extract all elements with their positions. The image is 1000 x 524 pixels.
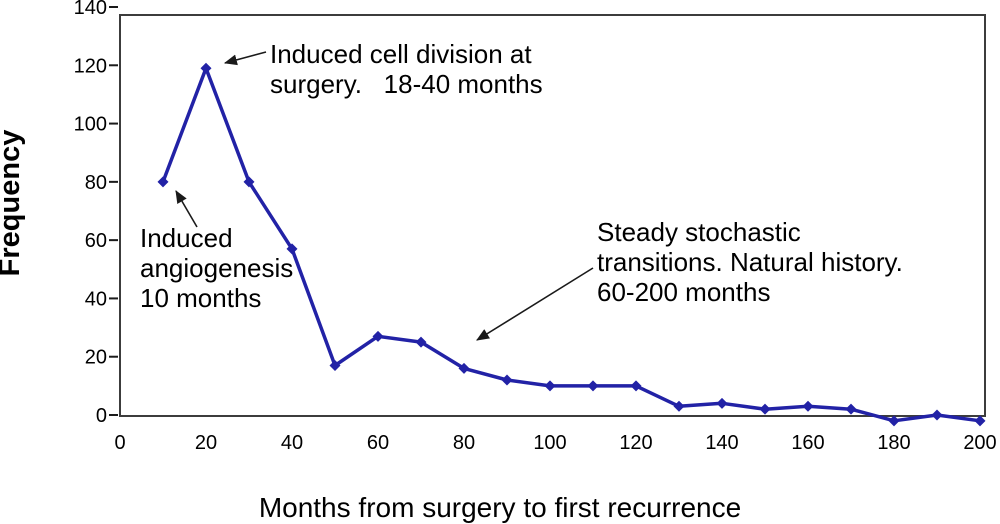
annotation-arrow xyxy=(175,190,198,228)
x-tick-label: 80 xyxy=(453,432,475,454)
annotation-angiogenesis: Induced angiogenesis 10 months xyxy=(140,223,293,313)
x-tick-label: 0 xyxy=(114,432,125,454)
annotation-cell-division: Induced cell division at surgery. 18-40 … xyxy=(270,39,543,99)
y-tick-label: 0 xyxy=(96,405,107,427)
x-tick-label: 20 xyxy=(195,432,217,454)
y-axis-ticks: 0 20 40 60 80 100 120 140 xyxy=(74,0,118,427)
x-tick-label: 160 xyxy=(791,432,824,454)
annotation-line: Induced cell division at xyxy=(270,39,532,69)
x-tick-label: 60 xyxy=(367,432,389,454)
y-tick-label: 120 xyxy=(74,55,107,77)
annotation-line: 60-200 months xyxy=(597,277,770,307)
x-tick-label: 120 xyxy=(619,432,652,454)
y-tick-label: 40 xyxy=(85,288,107,310)
annotation-arrow xyxy=(223,51,267,66)
x-tick-label: 100 xyxy=(533,432,566,454)
annotation-line: transitions. Natural history. xyxy=(597,247,903,277)
y-tick-label: 60 xyxy=(85,230,107,252)
y-tick-label: 140 xyxy=(74,0,107,19)
annotation-stochastic: Steady stochastic transitions. Natural h… xyxy=(597,217,903,307)
y-tick-label: 100 xyxy=(74,114,107,136)
data-series xyxy=(157,62,986,427)
series-markers xyxy=(157,62,986,427)
x-axis-title: Months from surgery to first recurrence xyxy=(259,492,741,523)
annotation-arrows xyxy=(175,51,594,341)
x-tick-label: 140 xyxy=(705,432,738,454)
annotation-line: 10 months xyxy=(140,283,261,313)
series-line xyxy=(161,66,982,423)
y-tick-label: 20 xyxy=(85,347,107,369)
x-tick-label: 40 xyxy=(281,432,303,454)
y-axis-title: Frequency xyxy=(0,130,26,277)
x-axis-ticks: 0 20 40 60 80 100 120 140 160 180 200 xyxy=(114,432,996,454)
annotation-arrow xyxy=(476,267,594,341)
plot-frame xyxy=(119,14,986,417)
annotation-line: angiogenesis xyxy=(140,253,293,283)
annotation-line: Steady stochastic xyxy=(597,217,801,247)
x-tick-label: 180 xyxy=(877,432,910,454)
x-tick-label: 200 xyxy=(963,432,996,454)
annotation-line: surgery. 18-40 months xyxy=(270,69,543,99)
annotation-line: Induced xyxy=(140,223,233,253)
y-tick-label: 80 xyxy=(85,172,107,194)
